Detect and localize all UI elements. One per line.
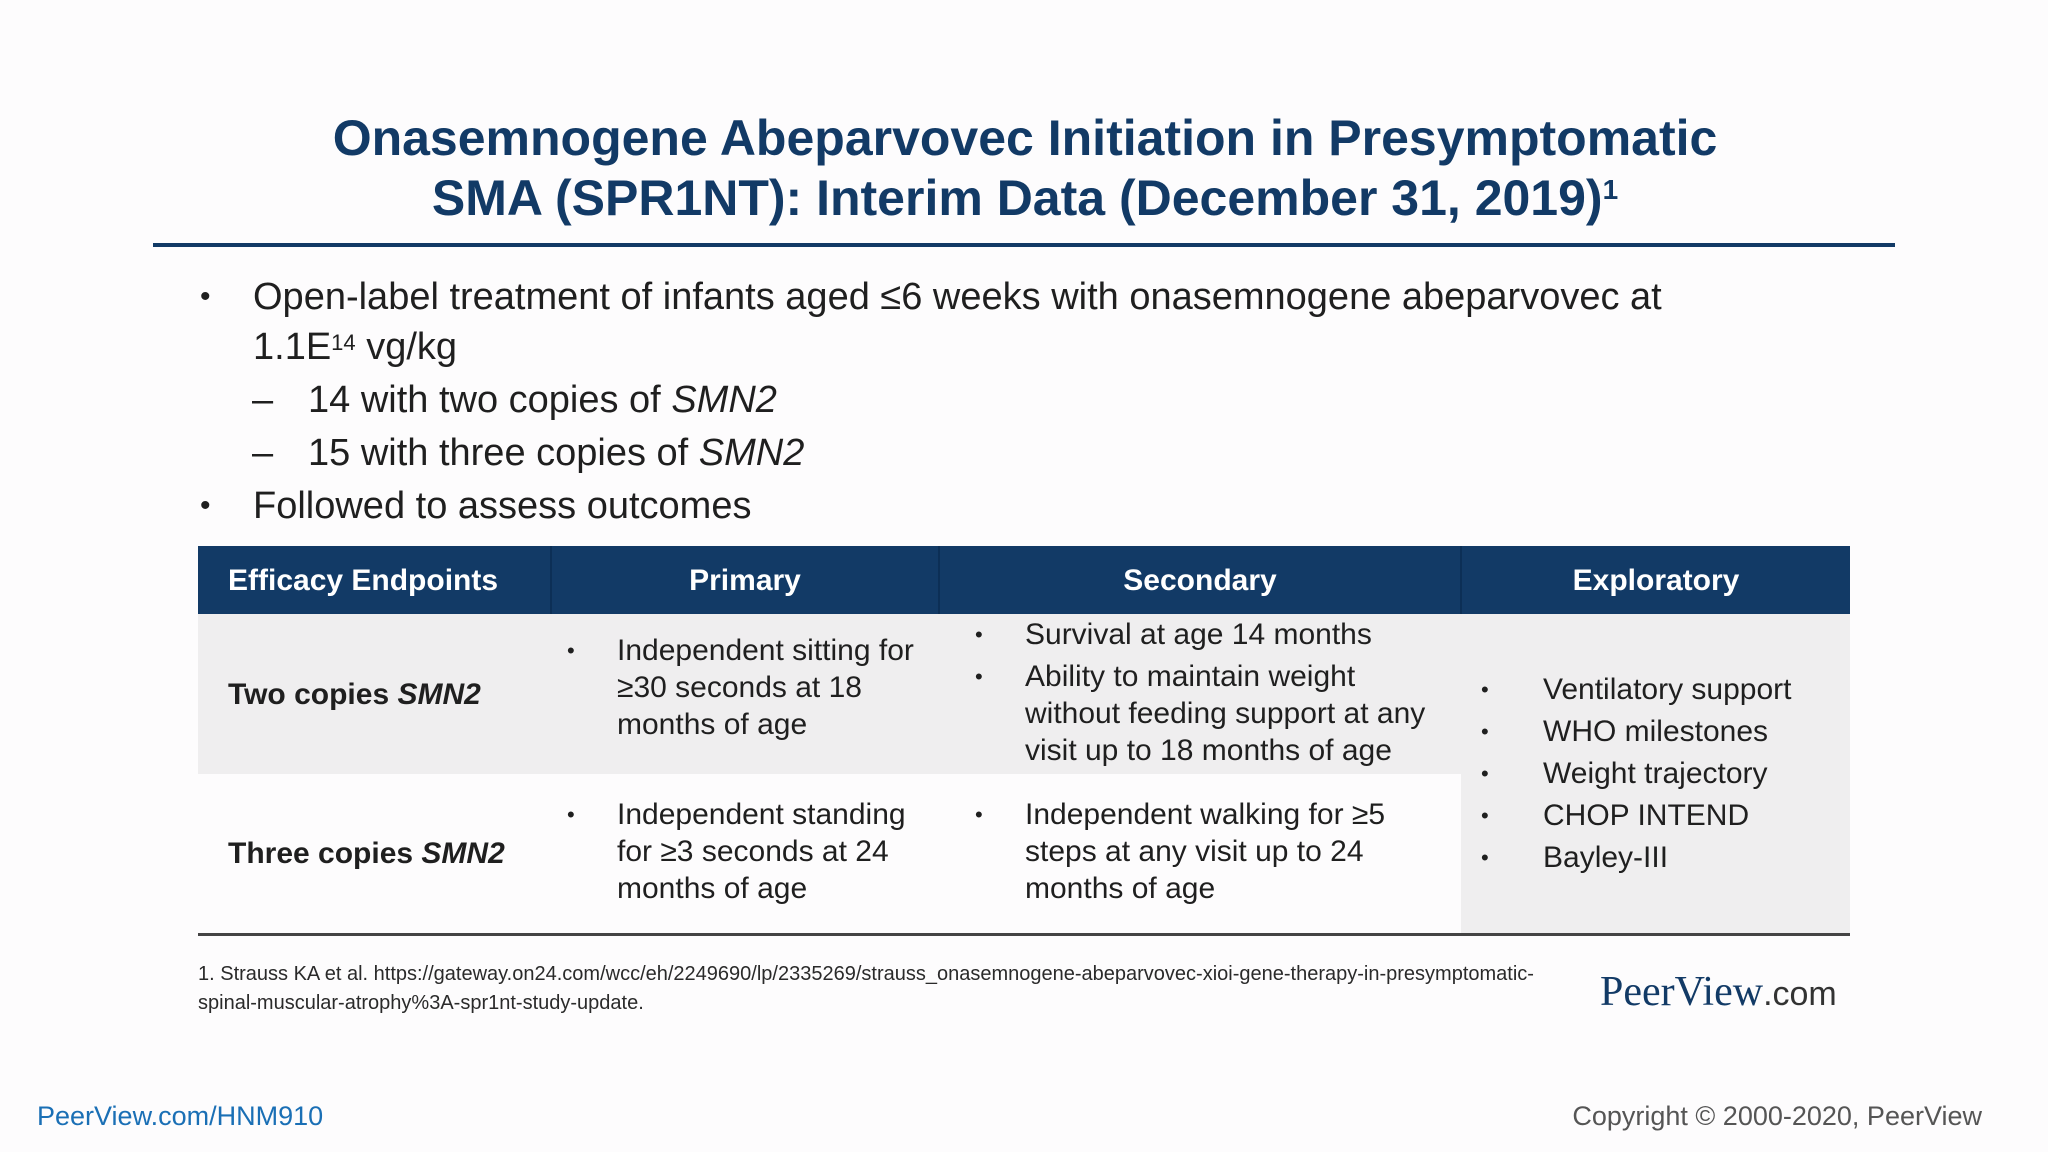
subbullet-three-copies: – 15 with three copies of SMN2 [200, 428, 1760, 478]
bullet-dot-icon: • [567, 802, 575, 827]
header-efficacy-endpoints: Efficacy Endpoints [198, 546, 551, 614]
gene-name: SMN2 [671, 379, 777, 421]
title-line-2-text: SMA (SPR1NT): Interim Data (December 31,… [431, 170, 1603, 226]
list-item: • CHOP INTEND [1481, 797, 1850, 834]
row-label-three-copies: Three copies SMN2 [198, 774, 551, 934]
row-label-text: Two copies [228, 677, 398, 711]
copyright: Copyright © 2000-2020, PeerView [1572, 1101, 1982, 1131]
logo-suffix: .com [1763, 975, 1837, 1013]
bullet-dot-icon: • [975, 802, 983, 827]
row-label-text: Three copies [228, 836, 422, 870]
list-item: • Ventilatory support [1481, 671, 1850, 708]
bullet-outcomes-text: Followed to assess outcomes [253, 485, 752, 527]
bullet-dot-icon: • [975, 622, 983, 647]
bullet-dot-icon: • [567, 638, 575, 663]
secondary-endpoint-text: Independent walking for ≥5 steps at any … [1025, 798, 1386, 905]
bullet-treatment: • Open-label treatment of infants aged ≤… [200, 272, 1760, 372]
list-item: • Independent walking for ≥5 steps at any… [975, 796, 1415, 907]
secondary-three-copies: • Independent walking for ≥5 steps at any… [975, 796, 1415, 907]
subbullet-two-copies: – 14 with two copies of SMN2 [200, 375, 1760, 425]
exploratory-item: WHO milestones [1543, 714, 1769, 748]
bullet-outcomes: • Followed to assess outcomes [200, 481, 1760, 531]
bullet-dot-icon: • [200, 280, 211, 313]
table-header-row: Efficacy Endpoints Primary Secondary Exp… [198, 546, 1850, 614]
list-item: • WHO milestones [1481, 713, 1850, 750]
logo-main: PeerView [1600, 969, 1764, 1015]
footnote: 1. Strauss KA et al. https://gateway.on2… [198, 963, 1534, 1014]
secondary-endpoint-text: Survival at age 14 months [1025, 618, 1372, 651]
bullet-dot-icon: • [975, 664, 983, 689]
exploratory-item: Ventilatory support [1543, 672, 1792, 706]
bullet-dot-icon: • [1481, 802, 1489, 828]
dash-icon: – [252, 379, 274, 421]
list-item: • Weight trajectory [1481, 755, 1850, 792]
subbullet-two-copies-text: 14 with two copies of [308, 379, 672, 421]
exploratory-list: • Ventilatory support • WHO milestones • We… [1461, 671, 1850, 876]
gene-name: SMN2 [421, 836, 505, 870]
dose-unit: vg/kg [355, 326, 458, 368]
peerview-logo: PeerView.com [1600, 968, 1837, 1016]
endpoints-table: Efficacy Endpoints Primary Secondary Exp… [198, 546, 1850, 936]
bullet-treatment-text: Open-label treatment of infants aged ≤6 … [253, 276, 1662, 368]
dash-icon: – [252, 432, 274, 474]
bullet-list: • Open-label treatment of infants aged ≤… [200, 272, 1760, 531]
row-label-two-copies: Two copies SMN2 [198, 614, 551, 774]
list-item: • Independent standing for ≥3 seconds at … [567, 796, 937, 907]
primary-three-copies: • Independent standing for ≥3 seconds at … [567, 796, 937, 907]
primary-endpoint-text: Independent standing for ≥3 seconds at 2… [617, 798, 906, 905]
table-row-two-copies: Two copies SMN2 • Ventilatory support • WH… [198, 614, 1850, 934]
title-line-2: SMA (SPR1NT): Interim Data (December 31,… [150, 168, 1900, 228]
bullet-dot-icon: • [1481, 844, 1489, 870]
subbullet-three-copies-text: 15 with three copies of [308, 432, 699, 474]
primary-endpoint-text: Independent sitting for ≥30 seconds at 1… [617, 634, 914, 741]
exploratory-item: Bayley-III [1543, 840, 1669, 874]
bullet-dot-icon: • [1481, 718, 1489, 744]
bullet-dot-icon: • [1481, 676, 1489, 702]
gene-name: SMN2 [698, 432, 805, 474]
header-primary: Primary [550, 546, 939, 614]
list-item: • Bayley-III [1481, 839, 1850, 876]
list-item: • Independent sitting for ≥30 seconds at … [567, 632, 937, 743]
bullet-dot-icon: • [200, 489, 211, 522]
slide-title: Onasemnogene Abeparvovec Initiation in P… [150, 108, 1900, 228]
exploratory-item: CHOP INTEND [1543, 798, 1750, 832]
secondary-two-copies: • Survival at age 14 months • Ability to m… [975, 616, 1453, 769]
primary-two-copies: • Independent sitting for ≥30 seconds at … [567, 632, 937, 743]
secondary-endpoint-text: Ability to maintain weight without feedi… [1025, 660, 1426, 767]
title-line-1: Onasemnogene Abeparvovec Initiation in P… [332, 110, 1718, 166]
title-rule [153, 243, 1895, 247]
peerview-link[interactable]: PeerView.com/HNM910 [37, 1101, 324, 1131]
exploratory-item: Weight trajectory [1543, 756, 1768, 790]
gene-name: SMN2 [397, 677, 481, 711]
title-reference: 1 [1602, 174, 1619, 205]
dose-exponent: 14 [331, 330, 356, 355]
header-secondary: Secondary [938, 546, 1461, 614]
list-item: • Ability to maintain weight without feed… [975, 658, 1453, 769]
cell-exploratory: • Ventilatory support • WHO milestones • We… [1461, 614, 1850, 934]
bullet-dot-icon: • [1481, 760, 1489, 786]
list-item: • Survival at age 14 months [975, 616, 1453, 653]
header-exploratory: Exploratory [1460, 546, 1850, 614]
